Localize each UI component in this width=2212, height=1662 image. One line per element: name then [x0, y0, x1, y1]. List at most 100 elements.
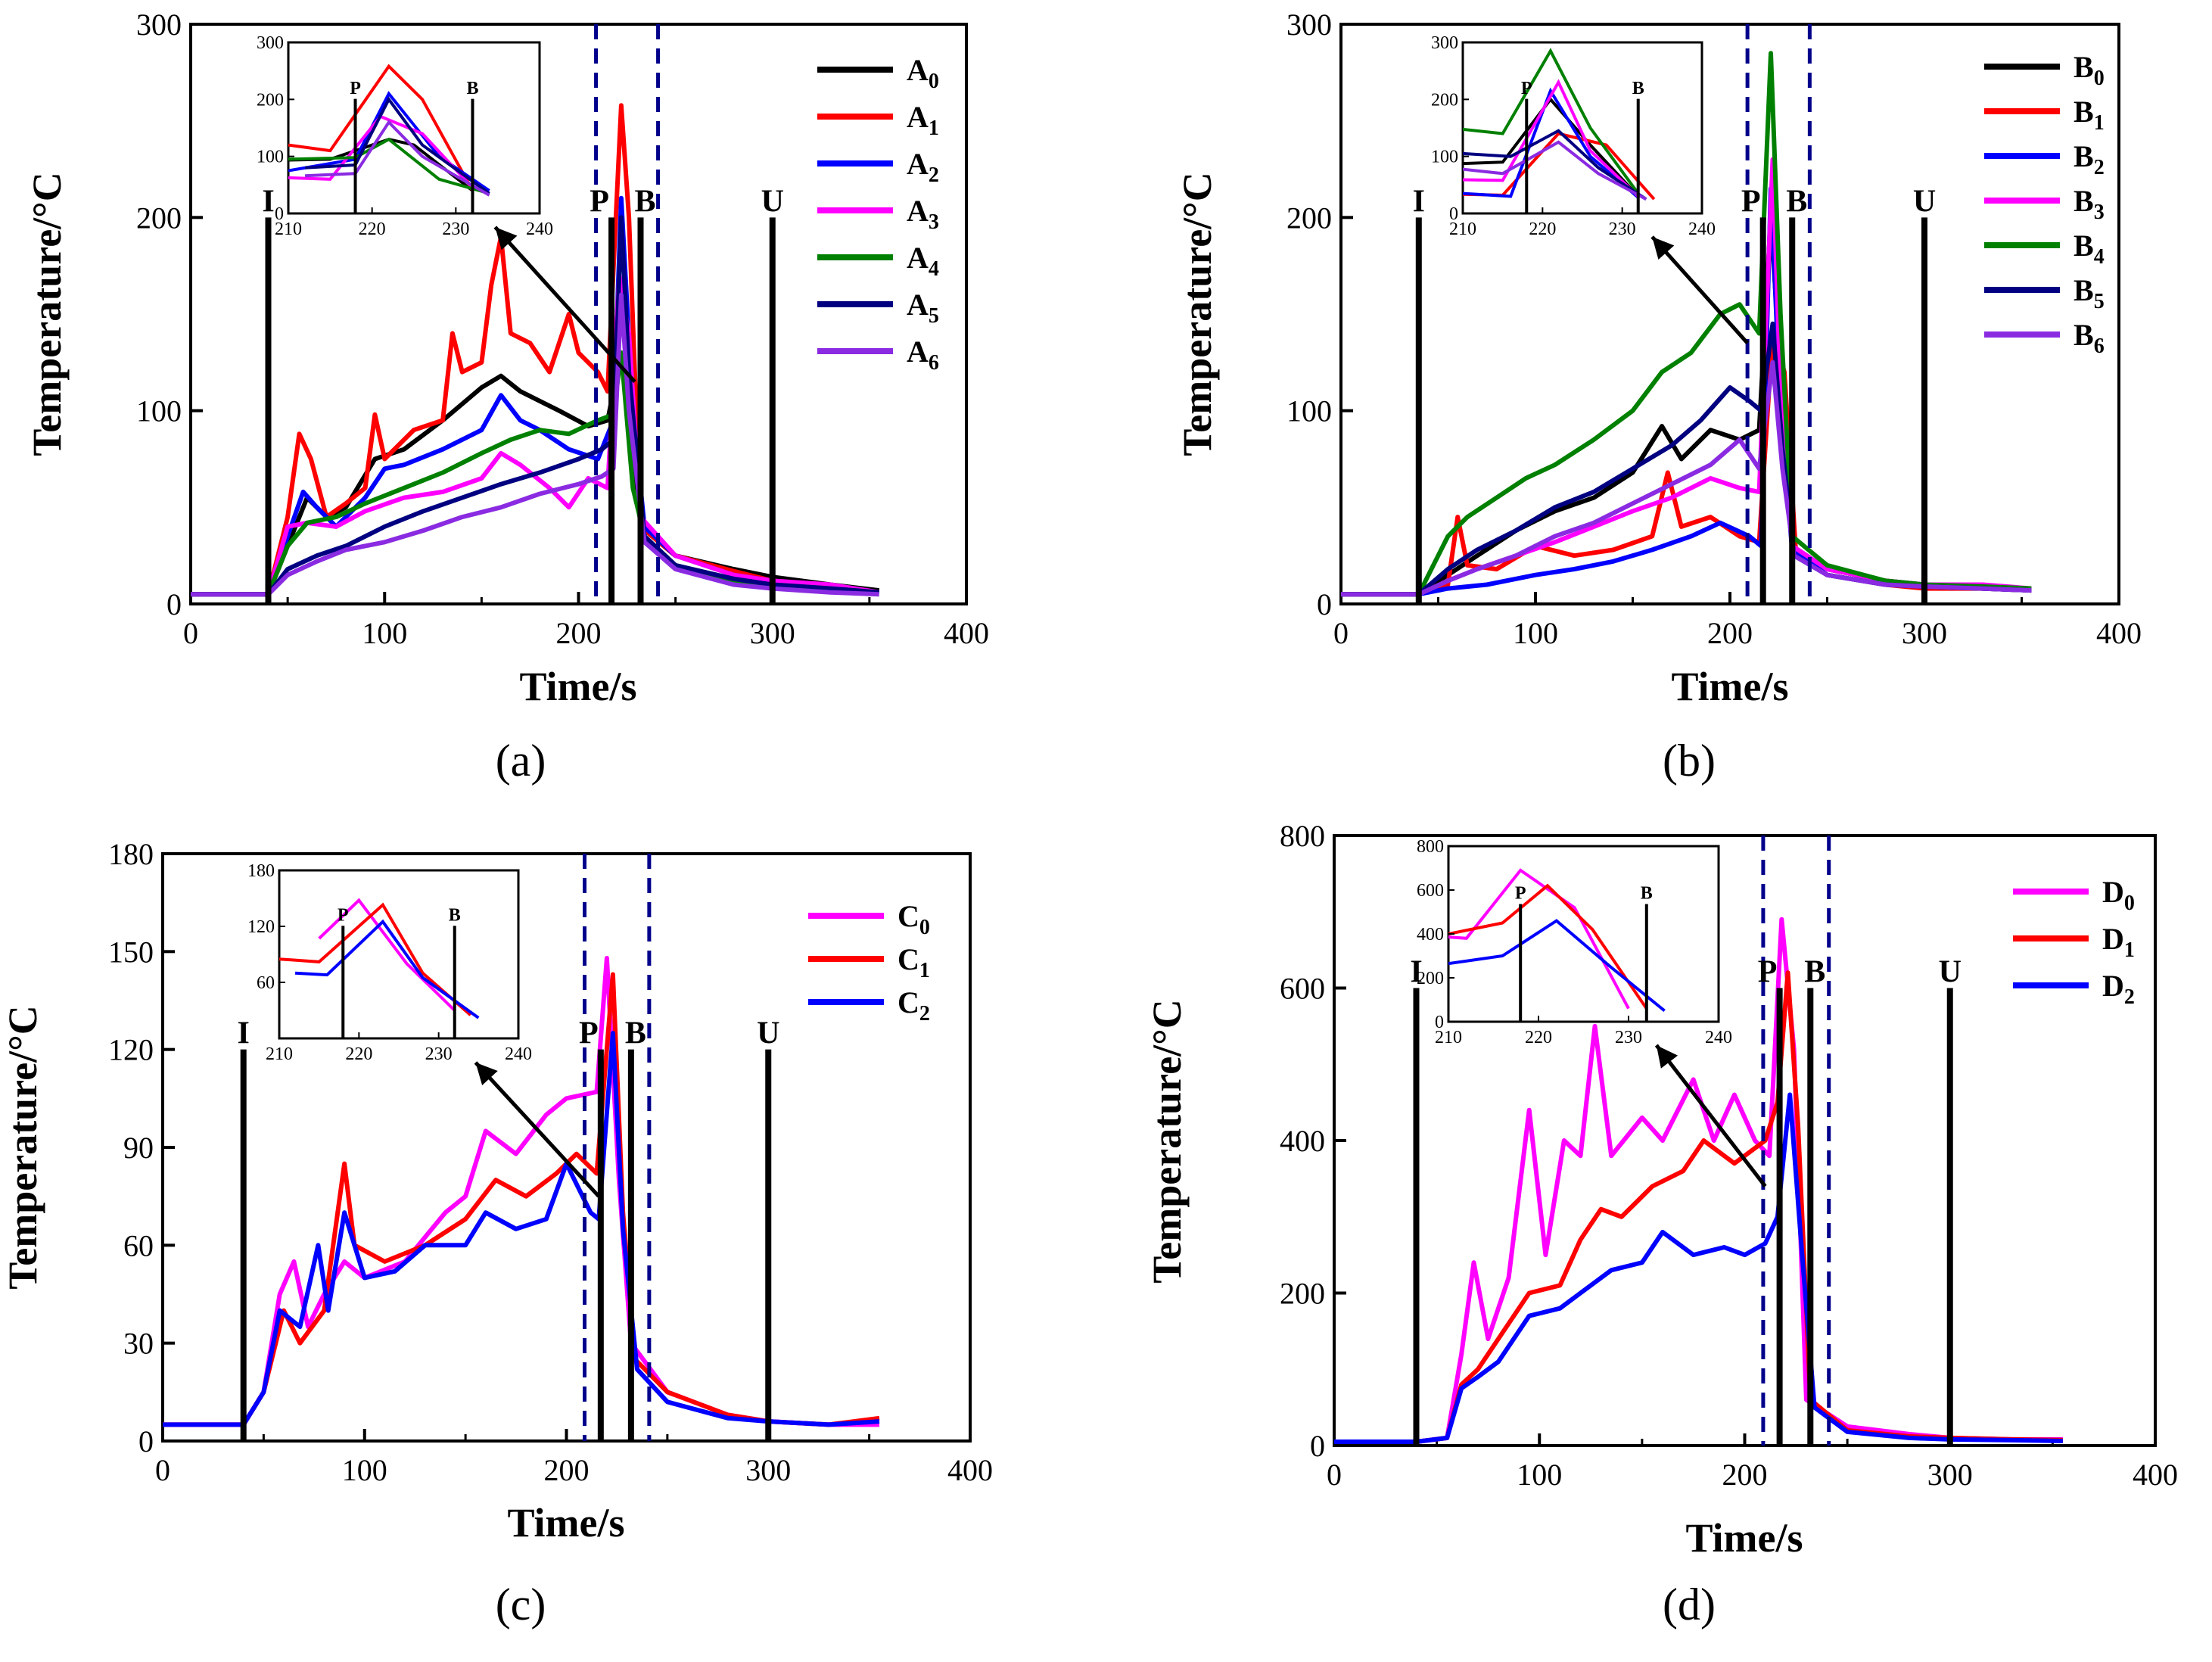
y-axis-title: Temperature/°C	[1144, 999, 1190, 1284]
inset-data	[1448, 868, 1666, 1013]
arrow-head	[495, 227, 518, 251]
y-tick-label: 400	[1280, 1124, 1325, 1158]
legend-label-sub: 0	[919, 916, 930, 939]
y-tick-label: 200	[1286, 201, 1332, 235]
legend-label: B6	[2074, 318, 2105, 358]
inset-series-line-D0	[1448, 868, 1630, 1010]
x-tick-label: 100	[1513, 616, 1558, 650]
x-tick-label: 400	[2133, 1458, 2178, 1492]
inset-x-tick-label: 230	[1615, 1028, 1642, 1047]
inset-x-tick-label: 220	[345, 1044, 372, 1064]
legend-label-name: A	[907, 288, 929, 322]
legend-label-sub: 2	[2124, 985, 2135, 1009]
series-line-B6	[1341, 359, 2032, 597]
legend-label: A3	[907, 194, 939, 234]
legend-label-sub: 5	[2094, 290, 2105, 313]
inset-x-tick-label: 210	[1449, 219, 1476, 239]
event-label-U: U	[761, 184, 784, 219]
panel-caption: (a)	[496, 736, 546, 786]
inset-marker-label: B	[1641, 884, 1653, 904]
legend-label-sub: 6	[929, 351, 939, 375]
y-tick-label: 600	[1280, 972, 1325, 1006]
series-line-C1	[163, 972, 880, 1427]
inset-y-tick-label: 0	[1435, 1013, 1444, 1032]
legend-label: C1	[898, 942, 930, 982]
legend-label-sub: 1	[2094, 111, 2105, 135]
panel-d: 0 100 200 300 4000200400600800Time/sTemperat…	[1144, 819, 2178, 1629]
inset-y-tick-label: 180	[247, 861, 275, 881]
legend-label: C2	[898, 985, 930, 1026]
legend-label: A6	[907, 335, 939, 375]
y-tick-label: 800	[1280, 819, 1325, 853]
inset-y-tick-label: 200	[1417, 969, 1444, 988]
series-line-C2	[163, 1031, 880, 1427]
data-layer	[1334, 917, 2063, 1444]
x-tick-label: 200	[1722, 1458, 1768, 1492]
legend-label-sub: 4	[929, 257, 939, 281]
legend-label: A4	[907, 241, 939, 281]
legend-label: B3	[2074, 184, 2105, 224]
legend-label-sub: 3	[2094, 201, 2105, 224]
legend-label: D1	[2102, 922, 2135, 962]
event-label-P: P	[1741, 184, 1761, 219]
inset-series-line-D1	[1448, 883, 1648, 1010]
arrow-head	[1656, 1045, 1678, 1069]
series-line-B1	[1341, 331, 2032, 597]
legend-label-sub: 0	[929, 70, 939, 93]
series-line-A3	[191, 272, 880, 597]
legend-label: A0	[907, 53, 939, 93]
arrow-shaft	[1650, 235, 1749, 344]
event-label-P: P	[590, 184, 609, 219]
inset-data	[279, 898, 480, 1019]
inset-x-tick-label: 230	[425, 1044, 453, 1064]
x-tick-label: 100	[362, 616, 407, 650]
x-tick-label: 0	[1327, 1458, 1342, 1492]
x-axis-title: Time/s	[519, 664, 636, 709]
legend-label: B2	[2074, 139, 2105, 179]
legend-label: A5	[907, 288, 939, 328]
inset-y-tick-label: 800	[1417, 837, 1444, 857]
x-tick-label: 400	[944, 616, 989, 650]
arrow-shaft	[474, 1061, 601, 1198]
inset-series-line-A4	[288, 137, 490, 195]
inset-series-line-A5	[304, 96, 490, 195]
arrow-head	[475, 1062, 498, 1085]
y-axis-title: Temperature/°C	[24, 172, 70, 456]
legend-label: B5	[2074, 273, 2105, 313]
inset-x-tick-label: 240	[1688, 219, 1716, 239]
legend-label-name: A	[907, 194, 929, 228]
legend-label-name: C	[898, 942, 919, 976]
arrow-head	[1652, 236, 1675, 260]
legend-label-sub: 2	[2094, 156, 2105, 179]
inset-x-tick-label: 230	[1609, 219, 1636, 239]
inset-x-tick-label: 220	[1529, 219, 1556, 239]
x-tick-label: 100	[1517, 1458, 1562, 1492]
data-layer	[163, 956, 880, 1427]
inset-marker-label: B	[449, 906, 461, 926]
panel-caption: (c)	[496, 1580, 546, 1629]
legend-label-name: A	[907, 53, 929, 87]
legend-label-sub: 5	[929, 304, 939, 328]
y-tick-label: 300	[136, 8, 182, 42]
inset-data	[288, 64, 490, 197]
event-label-P: P	[579, 1016, 599, 1051]
y-tick-label: 100	[136, 394, 182, 428]
x-axis-title: Time/s	[1671, 664, 1788, 709]
x-tick-label: 400	[947, 1453, 993, 1487]
panel-caption: (d)	[1663, 1580, 1716, 1629]
legend-label: D0	[2102, 875, 2135, 915]
legend-label-name: B	[2074, 273, 2094, 307]
legend-label-name: A	[907, 147, 929, 181]
legend-label-name: C	[898, 899, 919, 933]
inset-marker-label: B	[466, 79, 478, 98]
inset-y-tick-label: 600	[1417, 881, 1444, 901]
inset-x-tick-label: 240	[526, 219, 553, 239]
legend-label-name: A	[907, 100, 929, 134]
y-tick-label: 30	[123, 1327, 154, 1361]
x-tick-label: 0	[183, 616, 198, 650]
series-line-D2	[1334, 1092, 2063, 1444]
inset-series-line-A1	[288, 64, 474, 191]
y-tick-label: 150	[108, 935, 154, 969]
inset-series-line-B3	[1463, 79, 1640, 198]
inset-series-line-B5	[1463, 129, 1647, 201]
